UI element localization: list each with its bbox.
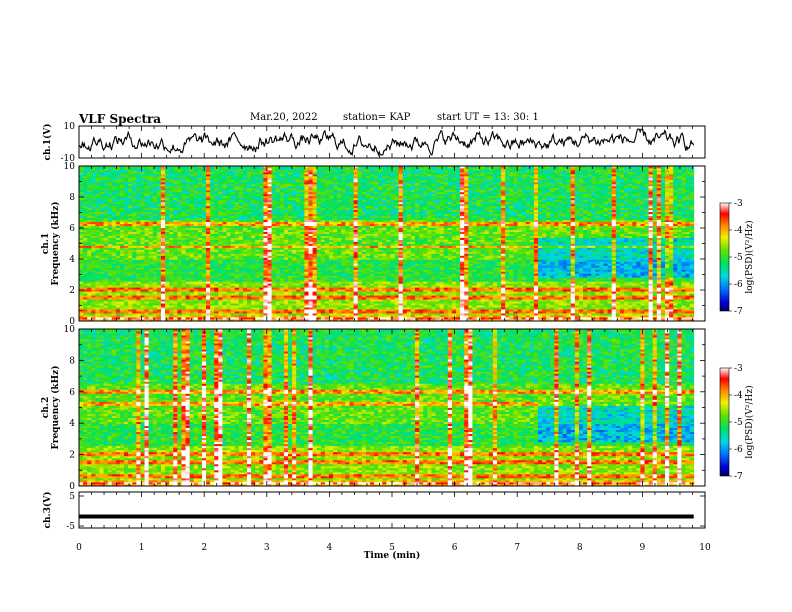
ch2-colorbar-tick: -5 — [734, 418, 743, 428]
ch2-colorbar-tick: -6 — [734, 445, 743, 455]
freq-ytick: 8 — [69, 356, 75, 366]
ch2-colorbar-label: log(PSD)(V²/Hz) — [744, 385, 755, 458]
ch1-colorbar-tick: -5 — [734, 253, 743, 263]
ch1-colorbar-tick: -7 — [734, 307, 743, 317]
ch1-colorbar-tick: -4 — [734, 226, 743, 236]
ch1-ylabel: ch.1(V) — [42, 124, 53, 161]
ch3-waveform-trace — [79, 515, 694, 519]
ch1-waveform-trace — [79, 129, 694, 155]
ch2-spectrogram-cells — [79, 329, 694, 486]
time-xtick: 9 — [640, 543, 646, 553]
ch2-colorbar-tick: -3 — [734, 364, 743, 374]
ch2-spec-ylabel-ch: ch.2 — [41, 397, 51, 418]
ch1-colorbar-tick: -3 — [734, 199, 743, 209]
time-xtick: 0 — [76, 543, 82, 553]
freq-ytick: 0 — [69, 482, 75, 492]
ch1-colorbar-label: log(PSD)(V²/Hz) — [744, 220, 755, 293]
ch1-ytick: 10 — [64, 122, 76, 132]
time-xtick: 2 — [201, 543, 207, 553]
ch1-spec-ylabel-ch: ch.1 — [41, 233, 51, 254]
time-axis-label: Time (min) — [364, 550, 421, 561]
ch2-colorbar-tick: -4 — [734, 391, 743, 401]
freq-ytick: 6 — [69, 224, 75, 234]
freq-ytick: 8 — [69, 193, 75, 203]
time-xtick: 1 — [139, 543, 145, 553]
ch2-colorbar-tick: -7 — [734, 472, 743, 482]
ch1-colorbar — [720, 203, 729, 311]
time-xtick: 6 — [452, 543, 458, 553]
freq-ytick: 2 — [69, 451, 75, 461]
ch1-spectrogram-cells — [79, 166, 694, 321]
time-xtick: 4 — [327, 543, 333, 553]
ch3-ytick: -5 — [66, 522, 75, 532]
freq-ytick: 6 — [69, 388, 75, 398]
time-xtick: 8 — [577, 543, 583, 553]
ch3-waveform-frame — [79, 492, 705, 528]
time-xtick: 3 — [264, 543, 270, 553]
time-xtick: 7 — [514, 543, 520, 553]
ch2-spec-ylabel-freq: Frequency (kHz) — [50, 365, 61, 449]
freq-ytick: 10 — [64, 162, 76, 172]
ch2-colorbar — [720, 368, 729, 476]
vlf-figure: 10-10024681002468105-50 1 2 3 4 5 6 7 8 9 10Time (… — [0, 0, 792, 612]
ch1-spec-ylabel-freq: Frequency (kHz) — [50, 201, 61, 285]
freq-ytick: 10 — [64, 325, 76, 335]
ch3-ytick: 5 — [69, 492, 75, 502]
time-xtick: 10 — [699, 543, 711, 553]
freq-ytick: 4 — [69, 255, 75, 265]
ch3-ylabel: ch.3(V) — [42, 492, 53, 529]
ch1-colorbar-tick: -6 — [734, 280, 743, 290]
freq-ytick: 2 — [69, 286, 75, 296]
freq-ytick: 4 — [69, 419, 75, 429]
